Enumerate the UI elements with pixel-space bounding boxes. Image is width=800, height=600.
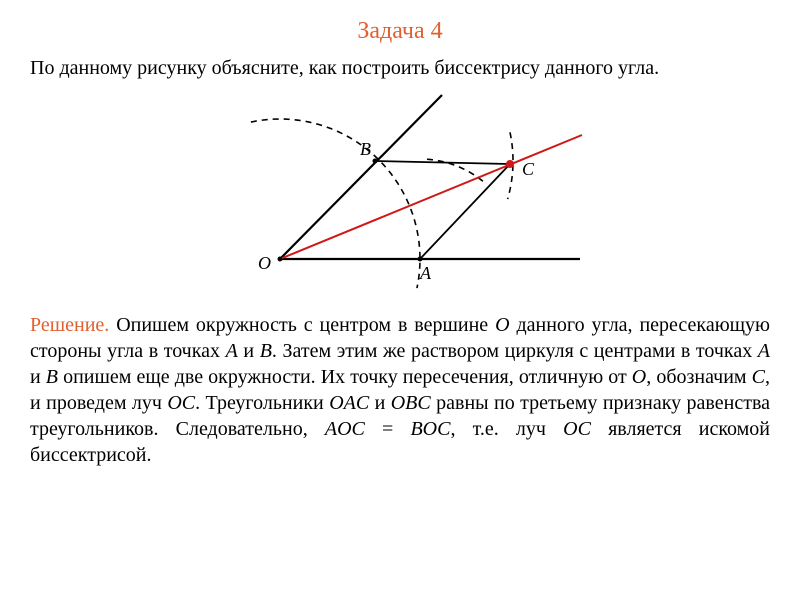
math-symbol: AOC xyxy=(325,418,365,440)
point-B xyxy=(373,159,378,164)
point-C xyxy=(506,160,514,168)
bisector-ray xyxy=(280,135,582,259)
math-symbol: BOC xyxy=(410,418,450,440)
point-A xyxy=(418,257,423,262)
math-symbol: C xyxy=(752,366,765,388)
point-O xyxy=(278,257,283,262)
math-symbol: A xyxy=(758,340,770,362)
solution-body: Опишем окружность с центром в вершине O … xyxy=(30,314,770,466)
math-symbol: OC xyxy=(167,392,195,414)
math-symbol: B xyxy=(260,340,272,362)
math-symbol: OBC xyxy=(391,392,431,414)
diagram-svg: O A B C xyxy=(210,89,590,299)
math-symbol: B xyxy=(46,366,58,388)
math-symbol: A xyxy=(226,340,238,362)
label-A: A xyxy=(419,263,432,283)
solution-label: Решение. xyxy=(30,314,109,336)
math-symbol: O xyxy=(495,314,509,336)
math-symbol: OAC xyxy=(329,392,369,414)
label-B: B xyxy=(360,139,371,159)
math-symbol: OC xyxy=(563,418,591,440)
solution-paragraph: Решение. Опишем окружность с центром в в… xyxy=(30,312,770,468)
math-symbol: O xyxy=(632,366,646,388)
problem-statement: По данному рисунку объясните, как постро… xyxy=(30,55,770,81)
label-C: C xyxy=(522,159,535,179)
label-O: O xyxy=(258,253,271,273)
segment xyxy=(420,164,510,259)
geometry-diagram: O A B C xyxy=(30,89,770,304)
problem-title: Задача 4 xyxy=(30,18,770,45)
